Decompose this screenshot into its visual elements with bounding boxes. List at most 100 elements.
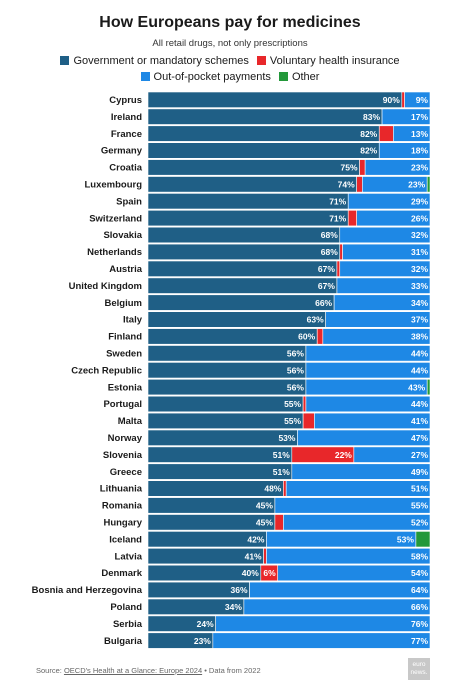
data-label: 6%: [263, 568, 276, 578]
data-label: 67%: [318, 281, 335, 291]
legend-item: Out-of-pocket payments: [140, 69, 271, 85]
bar-segment: [381, 108, 431, 125]
logo-line-1: euro: [412, 661, 426, 668]
bar-segment: [336, 277, 431, 294]
category-label: Bulgaria: [104, 636, 143, 647]
bar-segment: [147, 193, 349, 210]
bar-segment: [359, 159, 366, 176]
bar-segment: [339, 243, 343, 261]
bar-segment: [215, 615, 431, 632]
bar-segment: [274, 514, 284, 531]
bar-segment: [147, 176, 357, 193]
data-label: 74%: [338, 180, 355, 190]
bar-segment: [333, 294, 431, 311]
data-label: 75%: [340, 163, 357, 173]
bar-segment: [378, 125, 394, 142]
category-label: Norway: [108, 433, 143, 444]
data-label: 67%: [318, 264, 335, 274]
data-label: 82%: [360, 146, 377, 156]
bar-segment: [302, 395, 307, 413]
legend-item: Government or mandatory schemes: [60, 53, 249, 69]
bar-segment: [378, 142, 431, 159]
bar-segment: [393, 125, 431, 142]
bar-segment: [316, 328, 324, 345]
data-label: 29%: [411, 196, 428, 206]
source-prefix: Source:: [36, 666, 64, 675]
data-label: 66%: [411, 602, 428, 612]
data-label: 31%: [411, 247, 428, 257]
category-label: Luxembourg: [84, 180, 142, 191]
data-label: 45%: [256, 518, 273, 528]
bar-segment: [305, 395, 431, 413]
data-label: 60%: [298, 332, 315, 342]
data-label: 51%: [273, 467, 290, 477]
category-label: Portugal: [103, 399, 142, 410]
data-label: 34%: [411, 298, 428, 308]
legend-label: Out-of-pocket payments: [153, 71, 271, 83]
bar-segment: [283, 480, 287, 497]
data-label: 43%: [408, 382, 425, 392]
bar-segment: [147, 260, 338, 277]
data-label: 36%: [231, 585, 248, 595]
data-label: 48%: [264, 484, 281, 494]
data-label: 51%: [411, 484, 428, 494]
category-label: Greece: [110, 467, 142, 478]
data-label: 17%: [411, 112, 428, 122]
category-label: Romania: [102, 501, 143, 512]
bar-segment: [353, 446, 431, 463]
euronews-logo: euro news.: [408, 658, 430, 680]
bar-segment: [285, 480, 431, 497]
category-label: Netherlands: [87, 247, 142, 258]
legend-label: Government or mandatory schemes: [73, 55, 249, 67]
bar-segment: [325, 311, 431, 328]
legend-item: Voluntary health insurance: [256, 53, 400, 69]
data-label: 44%: [411, 399, 428, 409]
legend-label: Voluntary health insurance: [269, 55, 400, 67]
data-label: 37%: [411, 315, 428, 325]
bar-segment: [426, 378, 431, 396]
bar-segment: [147, 277, 338, 294]
bar-segment: [147, 395, 304, 413]
data-label: 32%: [411, 264, 428, 274]
category-label: Estonia: [108, 382, 143, 393]
category-label: Hungary: [103, 518, 142, 529]
category-label: Ireland: [111, 112, 142, 123]
source-link[interactable]: OECD's Health at a Glance: Europe 2024: [63, 666, 203, 675]
category-label: Bosnia and Herzegovina: [32, 585, 143, 596]
data-label: 9%: [416, 95, 429, 105]
bar-segment: [147, 125, 380, 142]
data-label: 76%: [411, 619, 428, 629]
data-label: 52%: [411, 518, 428, 528]
data-label: 68%: [321, 247, 338, 257]
bar-segment: [314, 412, 431, 430]
data-label: 32%: [411, 230, 428, 240]
data-label: 23%: [194, 636, 211, 646]
data-label: 24%: [197, 619, 214, 629]
data-label: 33%: [411, 281, 428, 291]
data-label: 55%: [284, 399, 301, 409]
bar-segment: [266, 531, 417, 548]
category-label: Latvia: [115, 551, 143, 562]
bar-segment: [339, 260, 431, 277]
data-label: 41%: [245, 551, 262, 561]
bar-segment: [147, 446, 293, 463]
bar-segment: [147, 429, 298, 446]
category-label: Serbia: [113, 619, 143, 630]
data-label: 26%: [411, 213, 428, 223]
bar-segment: [147, 362, 307, 379]
data-label: 58%: [411, 551, 428, 561]
category-label: Austria: [109, 264, 142, 275]
bar-segment: [147, 91, 403, 108]
legend-swatch: [140, 72, 150, 81]
data-label: 64%: [411, 585, 428, 595]
bar-segment: [401, 91, 405, 108]
bar-segment: [147, 311, 326, 328]
data-label: 56%: [287, 365, 304, 375]
category-label: Cyprus: [109, 95, 142, 106]
bar-segment: [404, 91, 431, 108]
bar-segment: [147, 345, 307, 362]
legend-label: Other: [291, 71, 320, 83]
logo-line-2: news.: [410, 669, 428, 676]
legend: Government or mandatory schemes Voluntary…: [10, 53, 450, 85]
bar-segment: [147, 412, 304, 430]
